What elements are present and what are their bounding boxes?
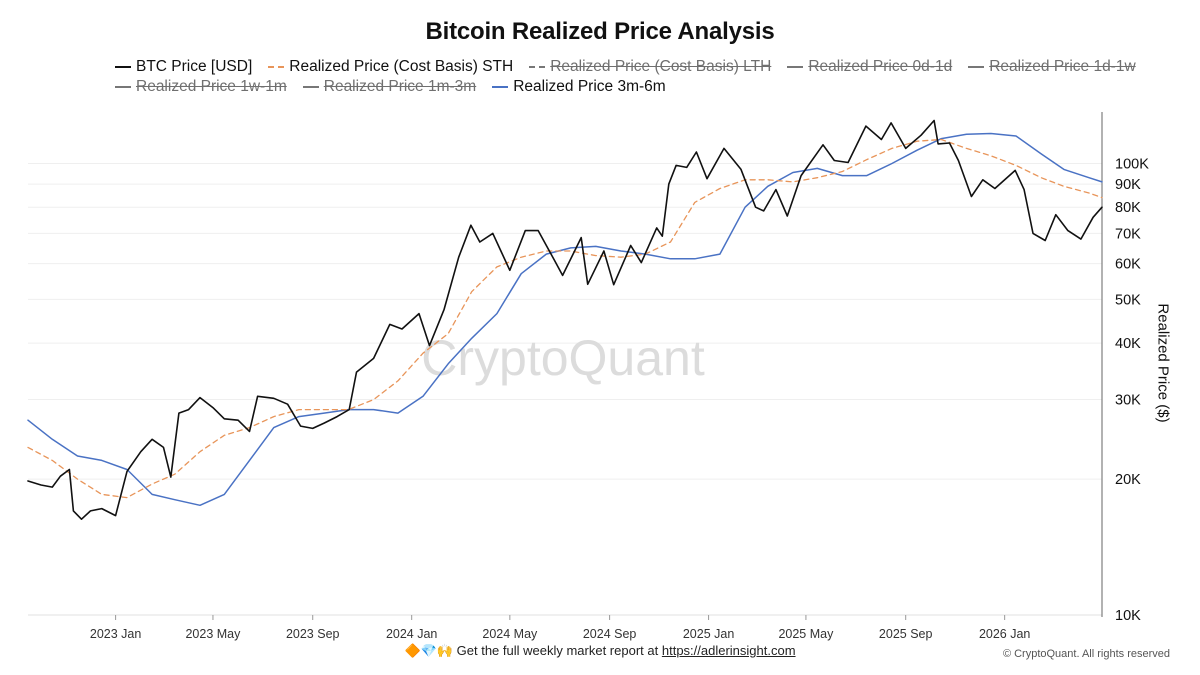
legend-label: Realized Price 1w-1m xyxy=(136,78,287,95)
legend-label: Realized Price 3m-6m xyxy=(513,78,666,95)
legend-swatch xyxy=(529,66,546,68)
series-line-btc-price-usd xyxy=(27,119,1103,520)
x-tick-label: 2024 Jan xyxy=(386,627,437,641)
series-line-realized-price-3m-6m xyxy=(27,132,1103,507)
x-tick-label: 2023 Jan xyxy=(90,627,141,641)
legend-swatch xyxy=(302,86,319,88)
x-tick-label: 2024 May xyxy=(482,627,538,641)
y-tick-label: 60K xyxy=(1115,257,1141,273)
footer: 🔶💎🙌 Get the full weekly market report at… xyxy=(0,643,1200,659)
legend-swatch xyxy=(115,66,131,68)
copyright: © CryptoQuant. All rights reserved xyxy=(1002,648,1170,660)
legend-item[interactable]: Realized Price 3m-6m xyxy=(492,78,666,96)
legend-row: Realized Price 1w-1m Realized Price 1m-3m… xyxy=(115,77,1115,97)
legend-item[interactable]: Realized Price (Cost Basis) LTH xyxy=(529,58,771,76)
legend-item[interactable]: Realized Price 0d-1d xyxy=(787,58,952,76)
legend-item[interactable]: Realized Price (Cost Basis) STH xyxy=(268,58,513,76)
chart-title: Bitcoin Realized Price Analysis xyxy=(425,18,775,45)
legend-label: Realized Price (Cost Basis) STH xyxy=(289,58,514,75)
y-tick-label: 90K xyxy=(1115,177,1141,193)
legend-item[interactable]: Realized Price 1d-1w xyxy=(968,58,1136,76)
legend-swatch xyxy=(968,66,985,68)
y-tick-label: 40K xyxy=(1115,336,1141,352)
legend-swatch xyxy=(115,86,131,88)
y-tick-label: 20K xyxy=(1115,472,1141,488)
footer-emojis: 🔶💎🙌 xyxy=(404,643,454,658)
legend-item[interactable]: Realized Price 1m-3m xyxy=(302,78,477,96)
y-tick-label: 100K xyxy=(1115,156,1149,172)
x-tick-label: 2025 Sep xyxy=(879,627,933,641)
legend-item[interactable]: BTC Price [USD] xyxy=(115,58,252,76)
legend-swatch xyxy=(492,86,509,88)
y-tick-label: 70K xyxy=(1115,226,1141,242)
legend-label: Realized Price 1d-1w xyxy=(989,58,1136,75)
legend-row: BTC Price [USD] Realized Price (Cost Basi… xyxy=(115,57,1136,77)
legend: BTC Price [USD] Realized Price (Cost Basi… xyxy=(115,57,1136,97)
legend-swatch xyxy=(787,66,804,68)
footer-link[interactable]: https://adlerinsight.com xyxy=(661,643,796,658)
footer-text: Get the full weekly market report at xyxy=(456,643,659,658)
watermark: CryptoQuant xyxy=(421,330,705,386)
x-tick-label: 2023 Sep xyxy=(286,627,340,641)
x-tick-label: 2025 Jan xyxy=(683,627,734,641)
y-tick-label: 80K xyxy=(1115,200,1141,216)
y-axis-label: Realized Price ($) xyxy=(1154,303,1172,423)
x-tick-label: 2023 May xyxy=(185,627,241,641)
y-tick-label: 50K xyxy=(1115,292,1141,308)
legend-label: Realized Price (Cost Basis) LTH xyxy=(550,58,772,75)
legend-label: Realized Price 0d-1d xyxy=(808,58,953,75)
y-tick-label: 30K xyxy=(1115,393,1141,409)
series-line-realized-price-cost-basis-sth xyxy=(27,138,1103,499)
x-tick-label: 2026 Jan xyxy=(979,627,1030,641)
legend-item[interactable]: Realized Price 1w-1m xyxy=(115,78,287,96)
legend-swatch xyxy=(268,66,285,68)
legend-label: Realized Price 1m-3m xyxy=(323,78,477,95)
legend-label: BTC Price [USD] xyxy=(136,58,253,75)
x-tick-label: 2025 May xyxy=(778,627,834,641)
x-tick-label: 2024 Sep xyxy=(583,627,637,641)
y-tick-label: 10K xyxy=(1115,608,1141,624)
